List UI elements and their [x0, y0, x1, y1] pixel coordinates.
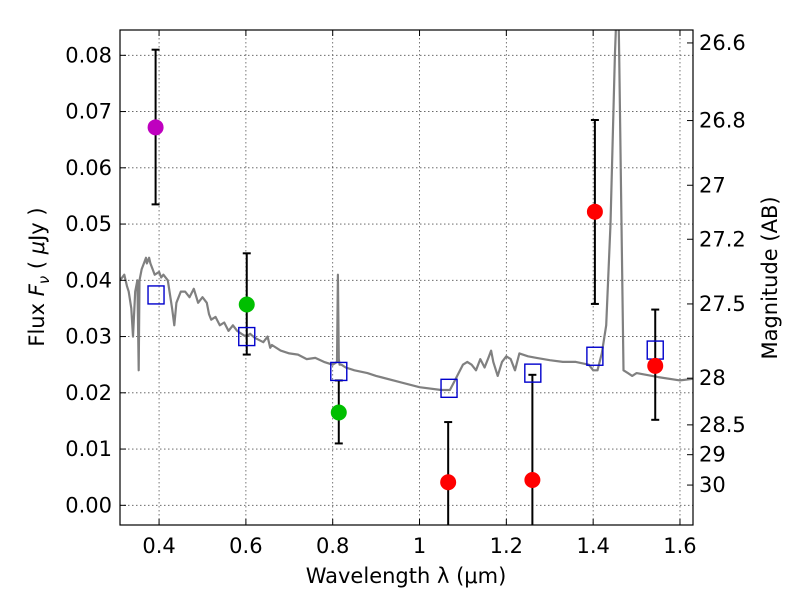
plot-frame — [119, 29, 694, 526]
mag-tick-label: 26.8 — [699, 109, 746, 133]
x-tick-label: 1 — [413, 534, 426, 558]
mag-tick-label: 28 — [699, 366, 726, 390]
model-photometry-box — [586, 346, 604, 366]
observed-point — [647, 357, 664, 374]
y-axis-title-open: ( — [25, 254, 49, 276]
mag-tick-label: 29 — [699, 443, 726, 467]
mag-tick-label: 26.6 — [699, 31, 746, 55]
observed-point — [586, 203, 603, 220]
x-tick-label: 0.6 — [229, 534, 262, 558]
y-axis-title-flux: Flux — [25, 296, 49, 346]
y-axis-title: Flux Fν ( μJy ) — [25, 207, 53, 346]
x-axis-title: Wavelength λ (μm) — [306, 564, 507, 588]
model-photometry-box — [147, 285, 165, 305]
tick-layer: 0.4 0.6 0.8 1 1.2 1.4 1.6 0.00 0.01 0.02 0.03 0.04 0… — [65, 30, 746, 558]
y-axis-title-f: F — [25, 283, 49, 296]
model-photometry-box — [238, 326, 256, 347]
y-tick-label: 0.06 — [65, 156, 112, 180]
x-tick-label: 1.2 — [490, 534, 523, 558]
y-tick-label: 0.02 — [65, 381, 112, 405]
model-photometry-box — [524, 363, 542, 383]
y-tick-label: 0.05 — [65, 212, 112, 236]
model-photometry-box — [440, 378, 458, 399]
mag-tick-label: 28.5 — [699, 413, 746, 437]
observed-point-layer — [147, 119, 664, 491]
grid-layer — [120, 30, 693, 525]
observed-point — [238, 296, 255, 313]
observed-point — [147, 119, 164, 136]
y-tick-label: 0.08 — [65, 43, 112, 67]
observed-point — [330, 404, 347, 421]
y-axis-title-mu: μ — [25, 241, 49, 255]
plot-background — [120, 30, 693, 525]
x-tick-label: 1.6 — [663, 534, 696, 558]
y-tick-label: 0.07 — [65, 100, 112, 124]
mag-tick-label: 30 — [699, 473, 726, 497]
model-spectrum-layer — [120, 30, 693, 392]
y-axis-title-nu: ν — [35, 276, 53, 284]
mag-tick-label: 27.2 — [699, 227, 746, 251]
model-spectrum-line — [120, 30, 693, 392]
y-tick-label: 0.03 — [65, 325, 112, 349]
x-tick-label: 1.4 — [576, 534, 609, 558]
y-axis-title-unit: Jy ) — [25, 207, 49, 243]
mag-tick-label: 27 — [699, 173, 726, 197]
y-tick-label: 0.01 — [65, 437, 112, 461]
y-tick-label: 0.00 — [65, 493, 112, 517]
x-tick-label: 0.8 — [316, 534, 349, 558]
y2-axis-title: Magnitude (AB) — [758, 196, 782, 359]
x-tick-label: 0.4 — [142, 534, 175, 558]
mag-tick-label: 27.5 — [699, 292, 746, 316]
y-tick-label: 0.04 — [65, 268, 112, 292]
model-photometry-box — [330, 361, 348, 382]
observed-point — [440, 474, 457, 491]
model-photometry-layer — [147, 285, 664, 399]
observed-point — [524, 472, 541, 488]
